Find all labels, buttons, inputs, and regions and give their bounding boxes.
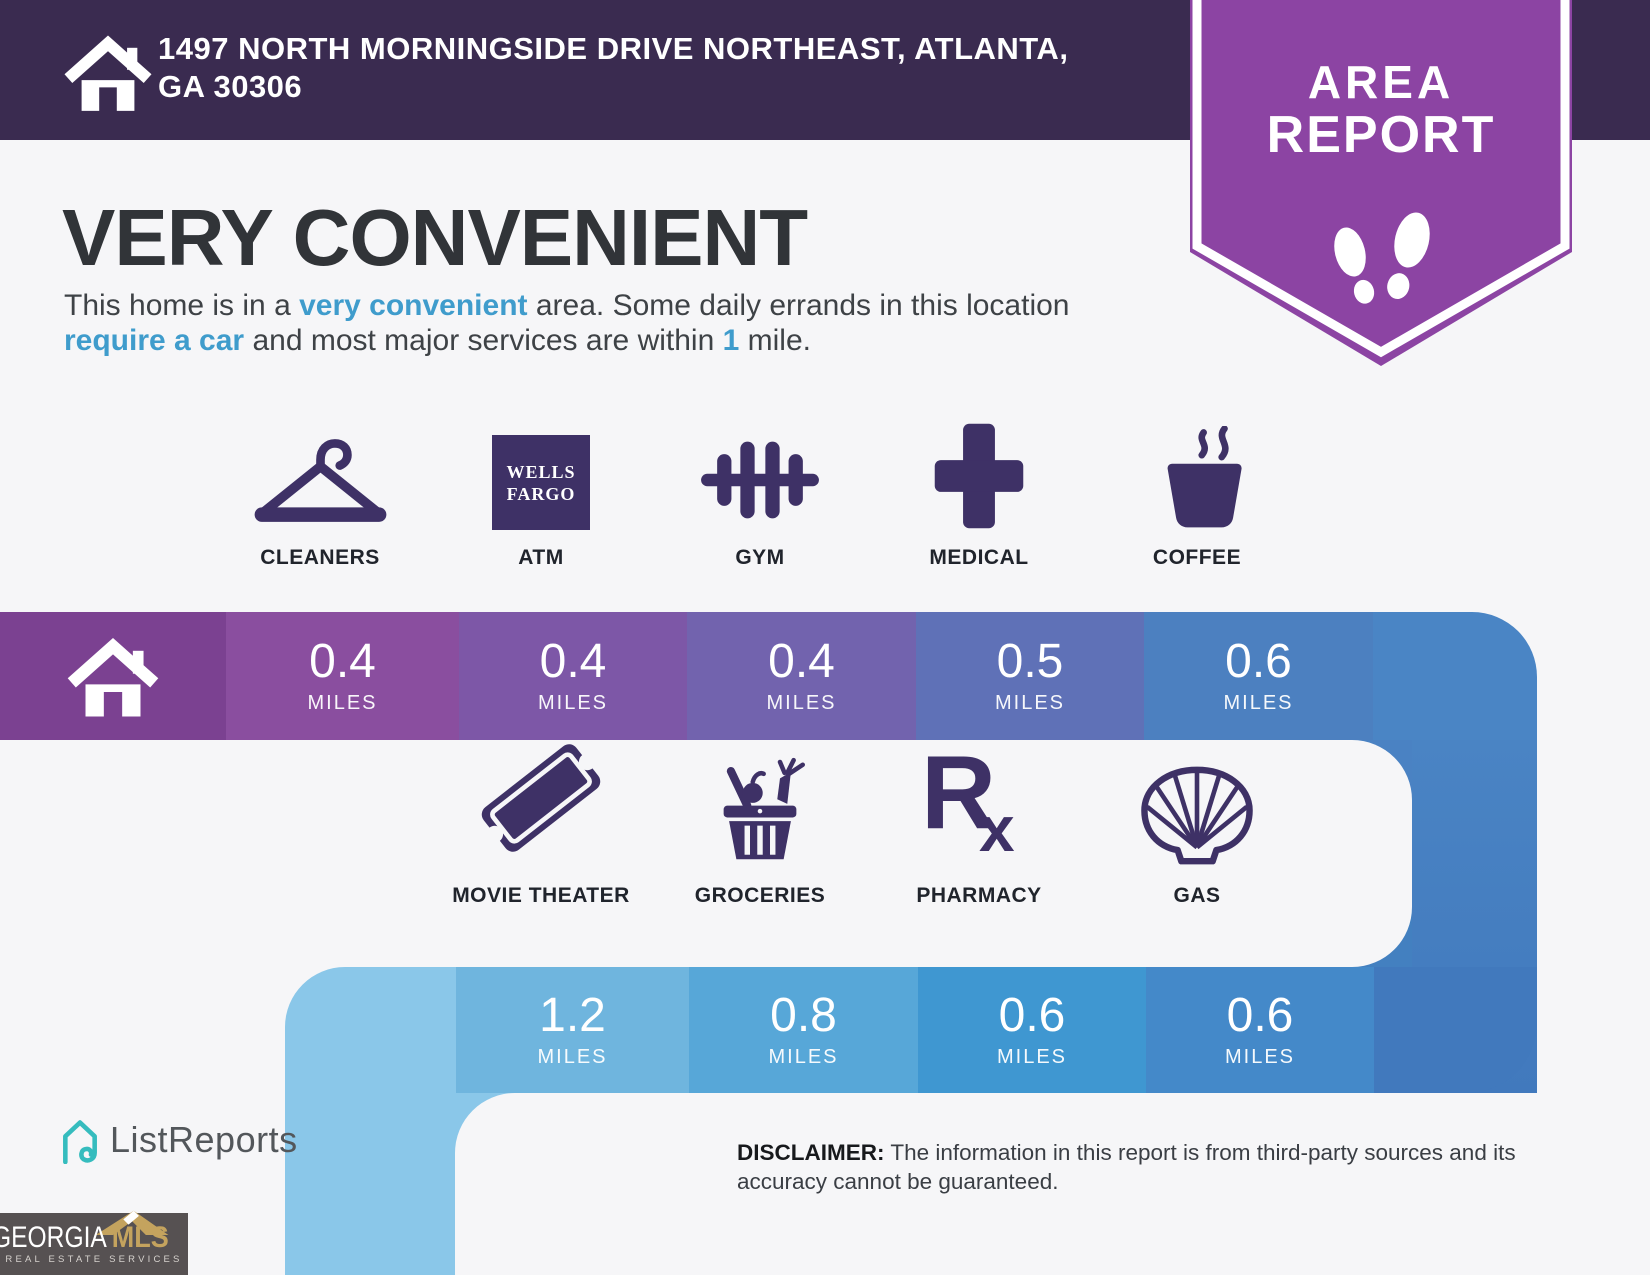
listreports-wordmark: ListReports: [110, 1119, 298, 1160]
place-medical: MEDICAL: [859, 418, 1099, 570]
footprints-icon: [1334, 212, 1430, 304]
property-address: 1497 NORTH MORNINGSIDE DRIVE NORTHEAST, …: [158, 30, 1118, 106]
badge-line-1: AREA: [1308, 56, 1454, 108]
georgia-mls-logo: GEORGIA MLS REAL ESTATE SERVICES: [0, 1210, 188, 1275]
rx-letter-x: x: [979, 793, 1015, 865]
distance-cell-groceries: 0.8 MILES: [689, 967, 918, 1093]
distance-unit: MILES: [1224, 1045, 1296, 1068]
distance-value: 0.4: [539, 634, 607, 688]
distance-unit: MILES: [537, 691, 609, 714]
summary-text: area. Some daily errands in this locatio…: [527, 289, 1070, 322]
place-label: COFFEE: [1152, 546, 1242, 569]
distance-value: 0.5: [996, 634, 1064, 688]
distance-value: 0.4: [309, 634, 376, 688]
distance-cell-coffee: 0.6 MILES: [1144, 612, 1373, 740]
ticket-icon: [461, 742, 621, 868]
distance-cell-movie-theater: 1.2 MILES: [456, 967, 689, 1093]
place-label: GAS: [1173, 884, 1221, 907]
place-groceries: GROCERIES: [640, 742, 880, 908]
coffee-cup-icon: [1141, 418, 1253, 530]
distance-band-row2: 1.2 MILES 0.8 MILES 0.6 MILES 0.6 MILES: [285, 967, 1537, 1093]
distance-value: 0.4: [768, 634, 835, 688]
walkability-summary: This home is in a very convenient area. …: [64, 288, 1104, 358]
place-label: MOVIE THEATER: [452, 884, 630, 907]
rx-icon: R x: [921, 735, 1037, 868]
wells-fargo-text-2: FARGO: [506, 483, 576, 504]
distance-unit: MILES: [1223, 691, 1294, 714]
home-icon: [67, 638, 159, 717]
listreports-house-icon: [63, 1120, 97, 1164]
distance-cell-pharmacy: 0.6 MILES: [918, 967, 1146, 1093]
distance-unit: MILES: [768, 1045, 839, 1068]
listreports-logo: ListReports: [58, 1116, 298, 1164]
hanger-icon: [253, 418, 388, 530]
band-left-connector: [285, 1080, 455, 1275]
shell-logo: [1138, 742, 1256, 868]
distance-cell-cleaners: 0.4 MILES: [226, 612, 459, 740]
place-label: ATM: [518, 546, 564, 569]
dumbbell-icon: [696, 418, 824, 530]
distance-unit: MILES: [307, 691, 378, 714]
address-line-2: GA 30306: [158, 69, 303, 104]
walkability-headline: VERY CONVENIENT: [62, 193, 808, 282]
distance-value: 0.6: [998, 988, 1066, 1042]
content-panel-bottom: [455, 1093, 1650, 1275]
rx-letter-r: R: [921, 735, 997, 851]
distance-cell-gas: 0.6 MILES: [1146, 967, 1374, 1093]
place-pharmacy: R x PHARMACY: [859, 735, 1099, 908]
place-label: GYM: [735, 546, 785, 569]
band-turn-cell: [1374, 967, 1537, 1093]
place-cleaners: CLEANERS: [200, 418, 440, 570]
distance-value: 0.6: [1225, 634, 1292, 688]
place-label: CLEANERS: [260, 546, 380, 569]
distance-value: 0.6: [1226, 988, 1294, 1042]
distance-unit: MILES: [537, 1045, 608, 1068]
mls-mountain-icon: [95, 1210, 169, 1235]
place-label: MEDICAL: [929, 546, 1029, 569]
place-label: GROCERIES: [694, 884, 826, 907]
summary-text: This home is in a: [64, 289, 300, 322]
disclaimer-text: The information in this report is from t…: [737, 1140, 1516, 1194]
distance-cell-gym: 0.4 MILES: [687, 612, 916, 740]
mls-georgia-text: GEORGIA: [0, 1221, 108, 1254]
wells-fargo-text-1: WELLS: [506, 461, 576, 482]
badge-line-2: REPORT: [1267, 106, 1496, 164]
distance-unit: MILES: [994, 691, 1066, 714]
place-movie-theater: MOVIE THEATER: [421, 742, 661, 908]
distance-cell-medical: 0.5 MILES: [916, 612, 1144, 740]
distance-unit: MILES: [766, 691, 837, 714]
band-turn-cell: [1373, 612, 1537, 740]
distance-band-row1: 0.4 MILES 0.4 MILES 0.4 MILES 0.5 MILES …: [0, 612, 1537, 740]
summary-text: and most major services are within: [244, 324, 723, 357]
medical-cross-icon: [929, 418, 1029, 530]
distance-unit: MILES: [996, 1045, 1068, 1068]
area-report-badge: AREA REPORT: [1190, 0, 1572, 366]
distance-value: 1.2: [539, 988, 606, 1042]
summary-text: mile.: [739, 324, 811, 357]
disclaimer: DISCLAIMER: The information in this repo…: [737, 1138, 1532, 1196]
distance-value: 0.8: [770, 988, 837, 1042]
summary-highlight-1: very convenient: [299, 289, 528, 322]
place-label: PHARMACY: [916, 884, 1042, 907]
band-turn-cell: [285, 967, 456, 1093]
place-gym: GYM: [640, 418, 880, 570]
mls-wordmark: GEORGIA MLS: [0, 1223, 196, 1253]
summary-highlight-3: 1: [722, 324, 740, 357]
band-home-cell: [0, 612, 226, 740]
home-icon: [64, 30, 152, 119]
mls-mls-text: MLS: [112, 1221, 170, 1254]
address-line-1: 1497 NORTH MORNINGSIDE DRIVE NORTHEAST, …: [158, 31, 1069, 66]
disclaimer-label: DISCLAIMER:: [737, 1140, 885, 1165]
place-gas: GAS: [1077, 742, 1317, 908]
wells-fargo-logo: WELLS FARGO: [492, 418, 590, 530]
distance-cell-atm: 0.4 MILES: [459, 612, 687, 740]
mls-tagline: REAL ESTATE SERVICES: [5, 1254, 183, 1265]
place-atm: WELLS FARGO ATM: [421, 418, 661, 570]
grocery-basket-icon: [700, 742, 820, 868]
place-coffee: COFFEE: [1077, 418, 1317, 570]
summary-highlight-2: require a car: [64, 324, 245, 357]
